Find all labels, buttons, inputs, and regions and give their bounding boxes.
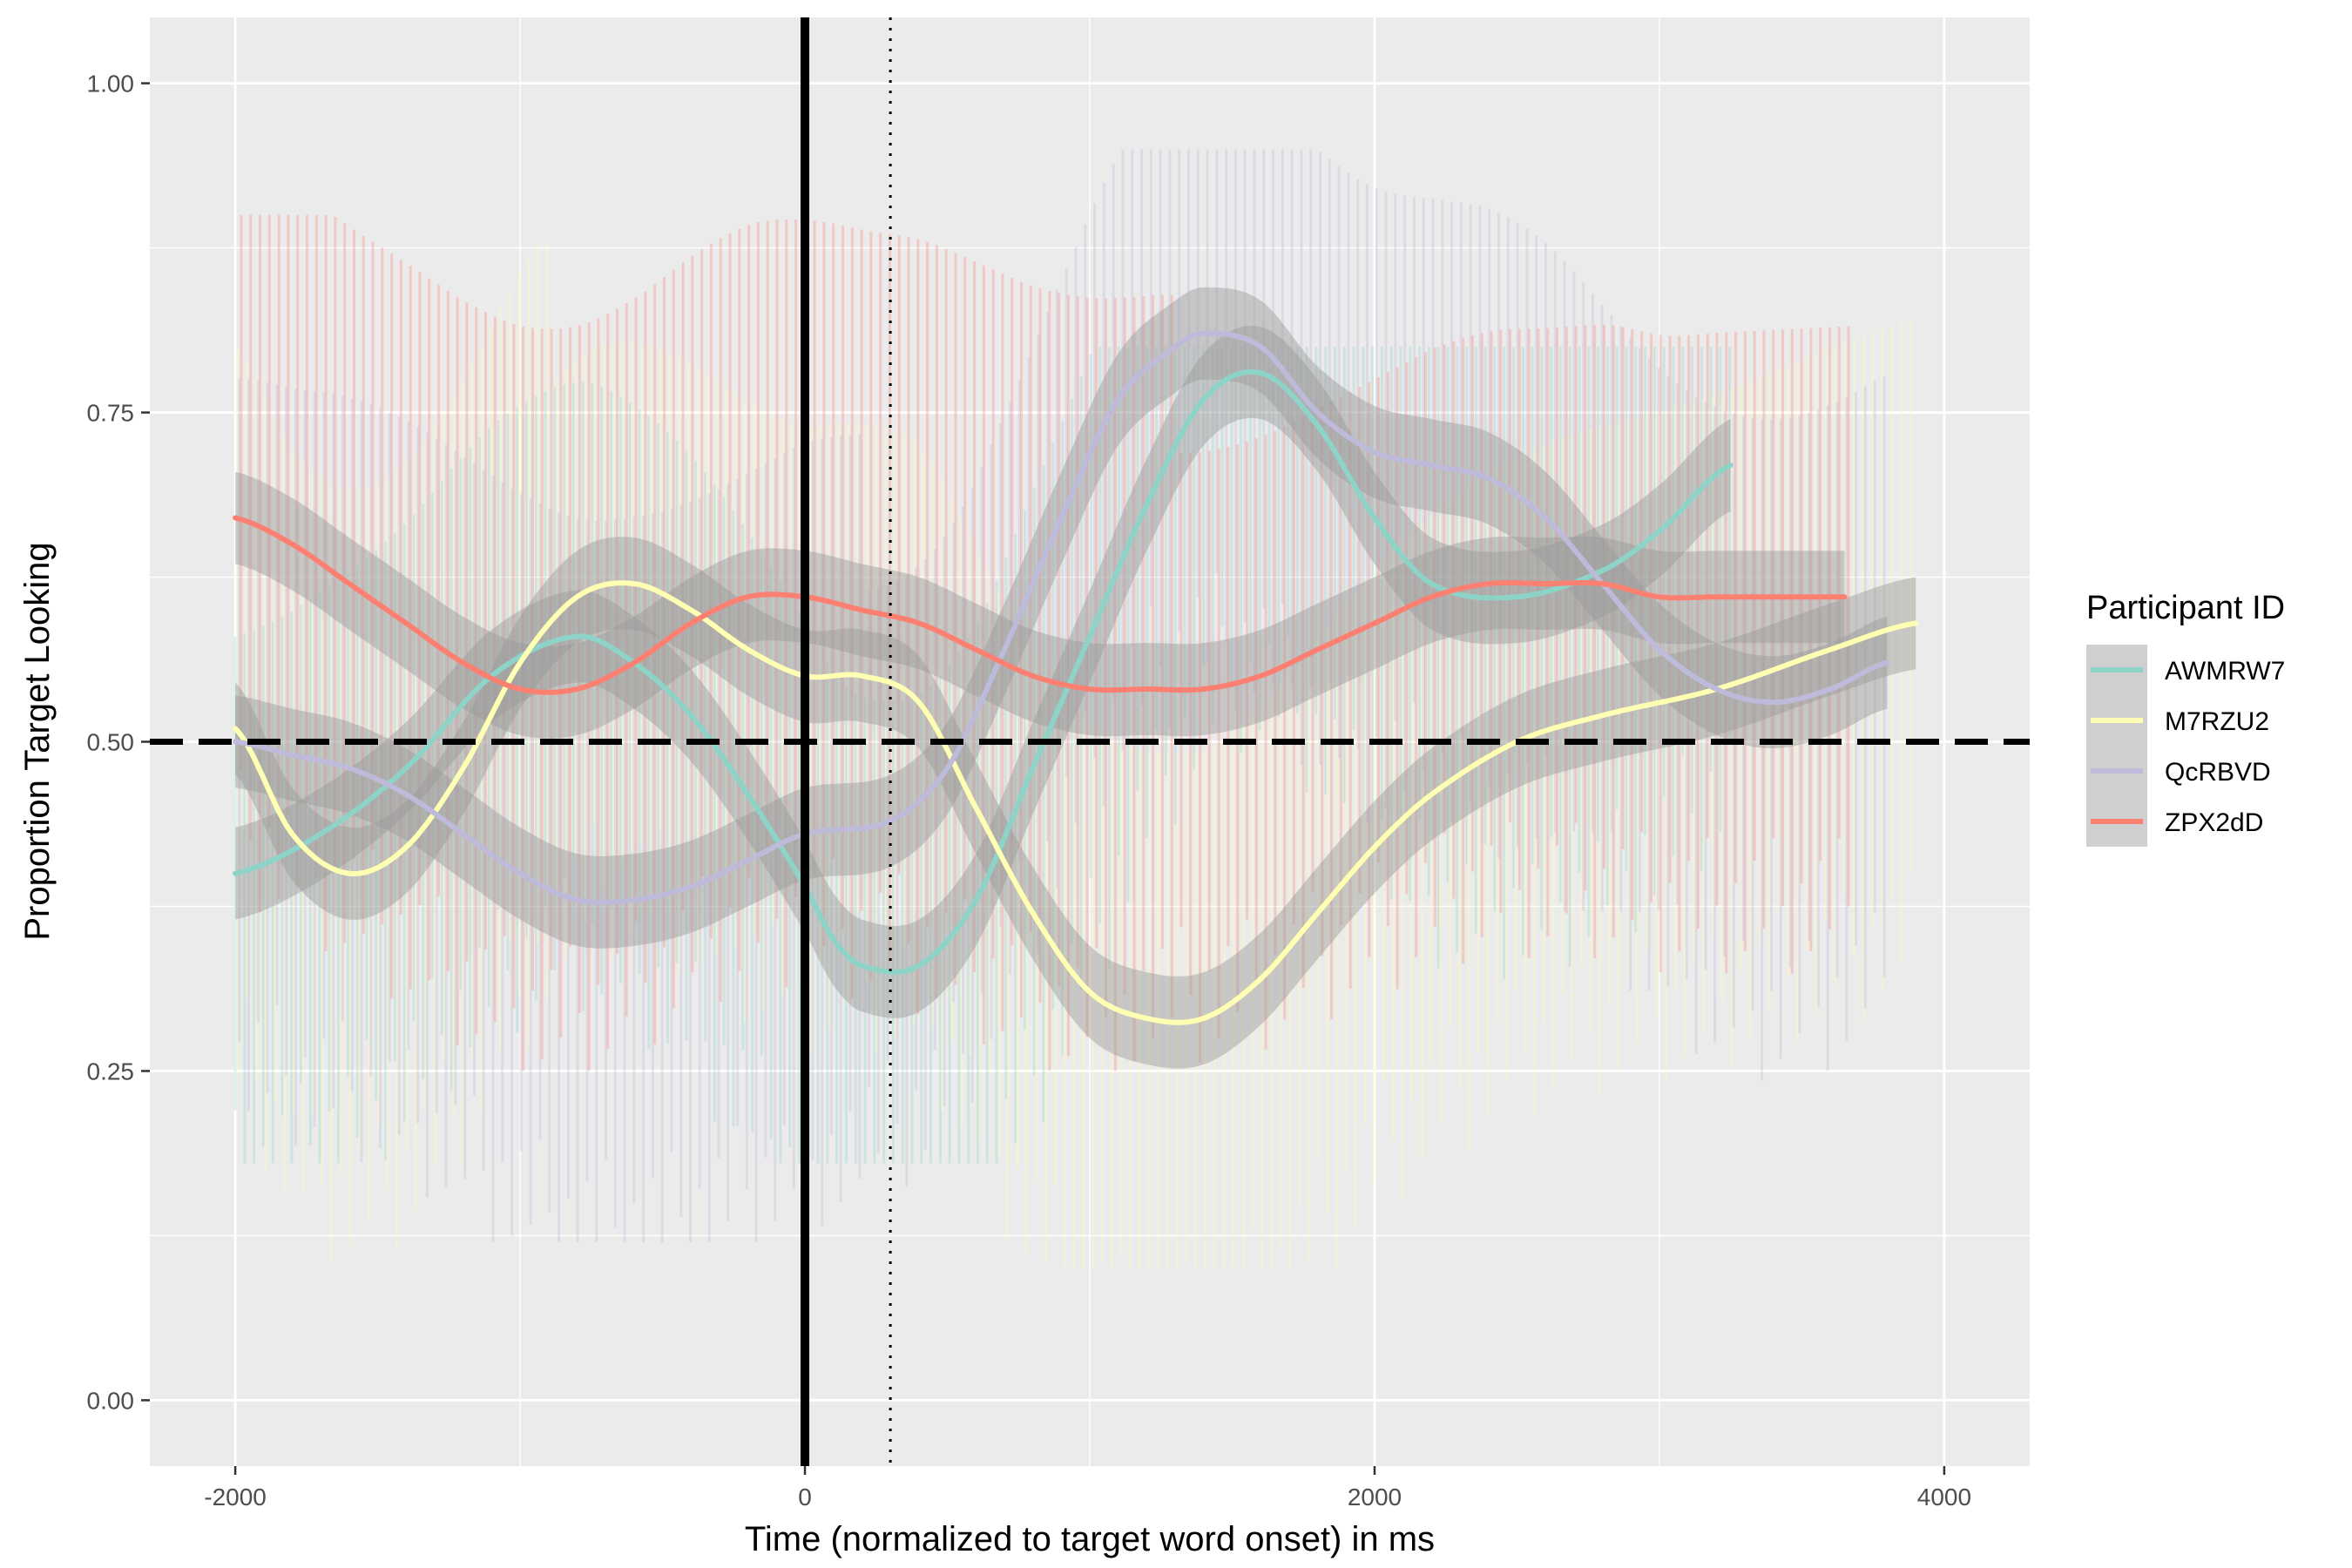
x-tick-label: 4000 <box>1917 1484 1971 1511</box>
series-line-QcRBVD <box>233 330 1890 905</box>
legend: Participant ID AWMRW7 M7RZU2 QcRBVD ZPX2dD <box>2086 590 2285 847</box>
x-tick-label: 2000 <box>1348 1484 1402 1511</box>
x-tick-label: -2000 <box>204 1484 267 1511</box>
confidence-bands <box>235 287 1916 1069</box>
x-axis-title: Time (normalized to target word onset) i… <box>745 1520 1435 1558</box>
y-tick-label: 1.00 <box>87 71 135 98</box>
series-line-M7RZU2 <box>233 580 1919 1025</box>
legend-label-QcRBVD: QcRBVD <box>2165 758 2271 787</box>
y-tick-label: 0.50 <box>87 729 135 756</box>
y-tick-label: 0.25 <box>87 1058 135 1085</box>
x-axis: -2000 0 2000 4000 <box>204 1466 1971 1511</box>
y-tick-label: 0.75 <box>87 400 135 427</box>
series-line-AWMRW7 <box>233 368 1734 975</box>
y-tick-label: 0.00 <box>87 1387 135 1414</box>
legend-label-ZPX2dD: ZPX2dD <box>2165 808 2263 837</box>
legend-title: Participant ID <box>2086 590 2285 626</box>
x-tick-label: 0 <box>798 1484 812 1511</box>
confidence-band-QcRBVD <box>235 287 1888 949</box>
confidence-band-AWMRW7 <box>235 326 1731 1018</box>
legend-label-M7RZU2: M7RZU2 <box>2165 707 2269 736</box>
y-axis-title: Proportion Target Looking <box>18 542 57 940</box>
confidence-band-M7RZU2 <box>235 537 1916 1069</box>
series-lines <box>233 330 1919 1025</box>
confidence-band-ZPX2dD <box>235 471 1845 739</box>
series-line-ZPX2dD <box>233 515 1848 695</box>
reference-lines <box>150 17 2030 1466</box>
y-axis: 0.00 0.25 0.50 0.75 1.00 <box>87 71 150 1414</box>
legend-label-AWMRW7: AWMRW7 <box>2165 657 2285 686</box>
